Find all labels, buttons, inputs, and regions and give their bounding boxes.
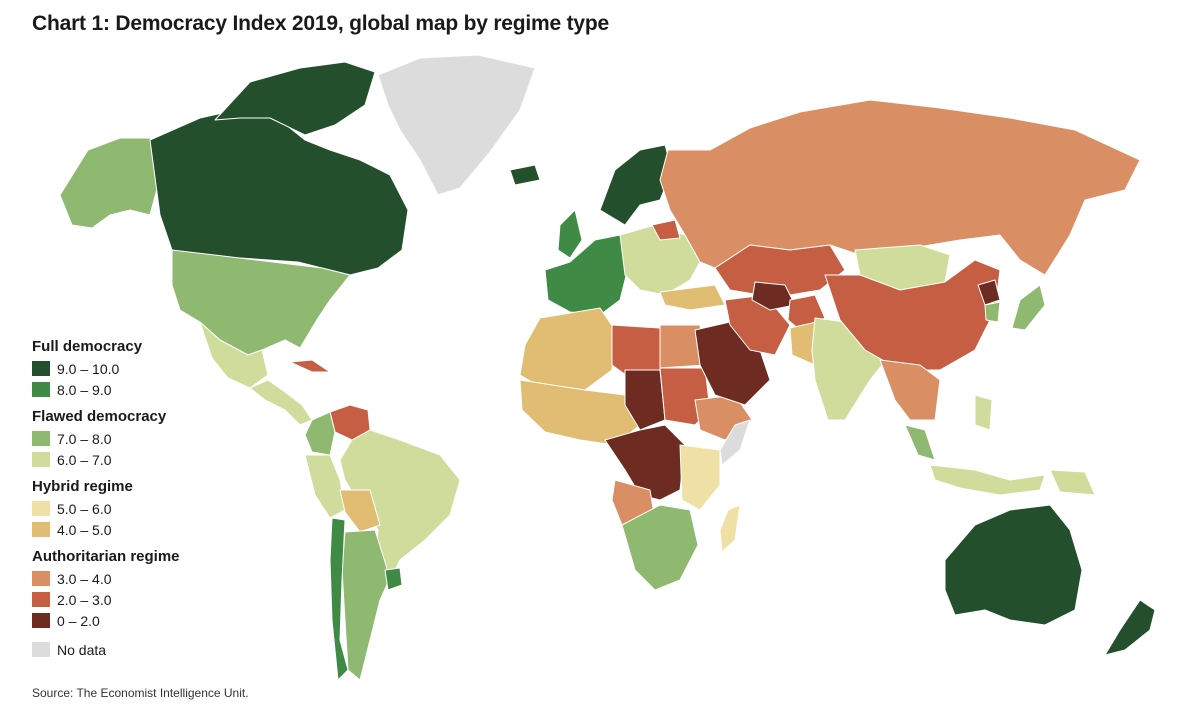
argentina-region (341, 529, 391, 681)
belarus-region (651, 219, 681, 241)
new-zealand-region (1104, 599, 1156, 656)
malaysia-region (904, 424, 936, 461)
source-note: Source: The Economist Intelligence Unit. (32, 686, 249, 700)
chad-sudan-region (624, 369, 666, 431)
legend: Full democracy 9.0 – 10.0 8.0 – 9.0 Flaw… (32, 338, 222, 660)
cuba-region (289, 359, 331, 373)
legend-swatch (32, 382, 50, 397)
arctic-islands-region (214, 61, 376, 136)
russia-region (659, 99, 1141, 276)
legend-swatch (32, 452, 50, 467)
papua-new-guinea-region (1049, 469, 1096, 496)
legend-swatch (32, 361, 50, 376)
legend-item: 8.0 – 9.0 (32, 379, 222, 400)
legend-swatch (32, 613, 50, 628)
australia-region (944, 504, 1083, 626)
legend-item: 2.0 – 3.0 (32, 589, 222, 610)
western-europe-region (544, 234, 631, 316)
legend-swatch (32, 431, 50, 446)
philippines-region (974, 394, 993, 431)
central-america-region (249, 379, 313, 426)
southeast-asia-region (879, 359, 941, 421)
usa-region (171, 249, 351, 356)
legend-label: 0 – 2.0 (57, 612, 100, 629)
legend-item: 4.0 – 5.0 (32, 519, 222, 540)
turkmenistan-region (751, 281, 796, 311)
turkey-region (659, 284, 726, 311)
south-korea-region (984, 301, 1001, 323)
legend-swatch (32, 522, 50, 537)
uruguay-region (384, 567, 403, 591)
japan-region (1011, 284, 1046, 331)
north-africa-region (519, 307, 616, 391)
legend-swatch (32, 592, 50, 607)
legend-item: 3.0 – 4.0 (32, 568, 222, 589)
legend-item-no-data: No data (32, 639, 222, 660)
legend-item: 7.0 – 8.0 (32, 428, 222, 449)
brazil-region (339, 429, 461, 581)
southern-africa-region (621, 504, 699, 591)
legend-label: 2.0 – 3.0 (57, 591, 112, 608)
legend-swatch (32, 501, 50, 516)
legend-item: 0 – 2.0 (32, 610, 222, 631)
legend-label: No data (57, 641, 107, 658)
legend-group-flawed-democracy: Flawed democracy 7.0 – 8.0 6.0 – 7.0 (32, 408, 222, 470)
legend-group-authoritarian-regime: Authoritarian regime 3.0 – 4.0 2.0 – 3.0… (32, 548, 222, 631)
legend-group-title: Hybrid regime (32, 478, 133, 495)
legend-group-title: Authoritarian regime (32, 548, 180, 565)
legend-swatch (32, 571, 50, 586)
legend-group-full-democracy: Full democracy 9.0 – 10.0 8.0 – 9.0 (32, 338, 222, 400)
canada-region (149, 107, 409, 276)
legend-label: 5.0 – 6.0 (57, 500, 112, 517)
legend-item: 5.0 – 6.0 (32, 498, 222, 519)
mexico-region (199, 321, 269, 389)
madagascar-region (719, 504, 741, 553)
legend-swatch (32, 642, 50, 657)
legend-item: 9.0 – 10.0 (32, 358, 222, 379)
legend-group-title: Flawed democracy (32, 408, 167, 425)
alaska-region (59, 137, 163, 229)
peru-region (304, 454, 346, 519)
indonesia-region (929, 464, 1046, 496)
legend-label: 6.0 – 7.0 (57, 451, 112, 468)
chart-title: Chart 1: Democracy Index 2019, global ma… (32, 12, 610, 35)
bolivia-region (339, 489, 381, 533)
north-korea-region (977, 279, 1001, 306)
legend-label: 7.0 – 8.0 (57, 430, 112, 447)
legend-label: 9.0 – 10.0 (57, 360, 120, 377)
legend-group-title: Full democracy (32, 338, 143, 355)
legend-label: 3.0 – 4.0 (57, 570, 112, 587)
legend-item: 6.0 – 7.0 (32, 449, 222, 470)
east-africa-region (679, 444, 721, 511)
iceland-region (509, 164, 541, 186)
greenland-region (377, 54, 536, 196)
legend-label: 4.0 – 5.0 (57, 521, 112, 538)
legend-label: 8.0 – 9.0 (57, 381, 112, 398)
central-africa-region (604, 424, 686, 501)
chile-region (329, 517, 349, 681)
uk-region (557, 209, 583, 259)
somalia-region (719, 419, 751, 466)
legend-group-hybrid-regime: Hybrid regime 5.0 – 6.0 4.0 – 5.0 (32, 478, 222, 540)
